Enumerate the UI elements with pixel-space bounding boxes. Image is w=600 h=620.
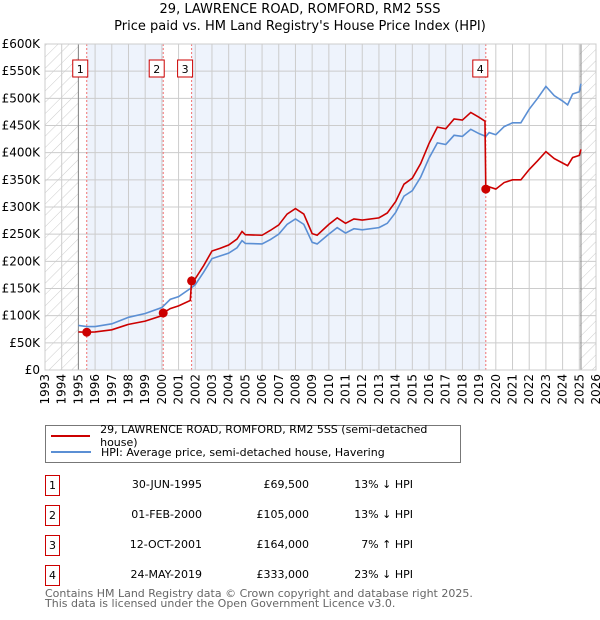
x-tick-label: 1995 [71, 374, 85, 405]
x-tick-label: 2005 [238, 374, 252, 405]
y-tick-label: £550K [2, 64, 42, 78]
sale-label: 1 [77, 63, 84, 76]
x-tick-label: 2002 [188, 374, 202, 405]
x-tick-label: 2010 [322, 374, 336, 405]
x-tick-label: 2026 [589, 374, 600, 405]
legend-label: 29, LAWRENCE ROAD, ROMFORD, RM2 5SS (sem… [100, 423, 428, 449]
sale-label-box [177, 59, 194, 78]
x-tick-label: 2024 [556, 374, 570, 405]
sale-date: 30-JUN-1995 [131, 478, 202, 491]
x-tick-label: 1996 [88, 374, 102, 405]
sale-hpi-diff: 23% ↓ HPI [354, 568, 413, 581]
x-tick-label: 2004 [222, 374, 236, 405]
y-tick-label: £500K [2, 91, 42, 105]
y-tick-label: £200K [2, 254, 42, 268]
x-tick-label: 2020 [489, 374, 503, 405]
price-chart: £0 £50K £100K £150K £200K £250K £300K £350K £400… [2, 37, 600, 405]
y-tick-label: £400K [2, 146, 42, 160]
sale-hpi-diff: 7% ↑ HPI [361, 538, 413, 551]
sale-point [82, 327, 92, 337]
x-tick-label: 2000 [155, 374, 169, 405]
x-tick-label: 2006 [255, 374, 269, 405]
sale-point [481, 184, 491, 194]
y-tick-label: £350K [2, 173, 42, 187]
sale-price: £164,000 [256, 538, 310, 551]
x-tick-label: 1998 [121, 374, 135, 405]
sale-row: 2 01-FEB-2000 £105,000 13% ↓ HPI [45, 505, 445, 526]
sale-point [187, 276, 197, 286]
plot-border [44, 43, 597, 371]
x-tick-label: 2003 [205, 374, 219, 405]
x-tick-label: 2011 [339, 374, 353, 405]
legend-item-hpi: HPI: Average price, semi-detached house,… [46, 444, 385, 460]
x-tick-label: 2007 [272, 374, 286, 405]
x-tick-label: 2017 [439, 374, 453, 405]
property-line [78, 111, 582, 334]
sale-point [158, 308, 168, 318]
x-tick-label: 1999 [138, 374, 152, 405]
x-tick-label: 2018 [455, 374, 469, 405]
x-tick-label: 2015 [405, 374, 419, 405]
x-tick-label: 2001 [172, 374, 186, 405]
y-tick-label: £300K [2, 200, 42, 214]
sale-date: 12-OCT-2001 [129, 538, 202, 551]
chart-title: 29, LAWRENCE ROAD, ROMFORD, RM2 5SS [159, 2, 441, 17]
y-tick-label: £150K [2, 282, 42, 296]
legend-label: HPI: Average price, semi-detached house,… [101, 445, 385, 459]
x-tick-label: 2016 [422, 374, 436, 405]
sale-label: 4 [477, 63, 484, 76]
sale-date: 24-MAY-2019 [130, 568, 202, 581]
sale-label-box [72, 59, 89, 78]
x-tick-label: 2022 [522, 374, 536, 405]
y-tick-label: £600K [2, 37, 42, 51]
x-tick-label: 1994 [55, 374, 69, 405]
hpi-line [78, 83, 582, 328]
sale-price: £333,000 [256, 568, 310, 581]
footer: Contains HM Land Registry data © Crown c… [45, 587, 473, 610]
x-tick-label: 1997 [105, 374, 119, 405]
x-tick-label: 2013 [372, 374, 386, 405]
sale-label: 3 [182, 63, 189, 76]
footer-line: This data is licensed under the Open Gov… [45, 597, 396, 610]
sale-date: 01-FEB-2000 [131, 508, 202, 521]
sale-number: 1 [45, 475, 60, 496]
sale-hpi-diff: 13% ↓ HPI [354, 508, 413, 521]
sale-number: 4 [45, 565, 60, 586]
x-tick-label: 1993 [38, 374, 52, 405]
sale-row: 1 30-JUN-1995 £69,500 13% ↓ HPI [45, 475, 445, 496]
sale-row: 3 12-OCT-2001 £164,000 7% ↑ HPI [45, 535, 445, 556]
footer-line: Contains HM Land Registry data © Crown c… [45, 587, 473, 600]
sale-label: 2 [153, 63, 160, 76]
x-tick-label: 2014 [389, 374, 403, 405]
x-tick-label: 2023 [539, 374, 553, 405]
y-tick-label: £250K [2, 227, 42, 241]
sale-label-box [472, 59, 489, 78]
x-tick-label: 2012 [355, 374, 369, 405]
legend-item-property: 29, LAWRENCE ROAD, ROMFORD, RM2 5SS (sem… [46, 423, 460, 449]
y-tick-label: £450K [2, 119, 42, 133]
x-tick-label: 2019 [472, 374, 486, 405]
y-tick-label: £100K [2, 309, 42, 323]
chart-subtitle: Price paid vs. HM Land Registry's House … [114, 19, 486, 34]
y-tick-label: £0 [25, 363, 40, 377]
sale-price: £69,500 [263, 478, 310, 491]
x-tick-label: 2009 [305, 374, 319, 405]
y-tick-label: £50K [9, 336, 41, 350]
x-tick-label: 2021 [506, 374, 520, 405]
sale-price: £105,000 [256, 508, 310, 521]
sale-hpi-diff: 13% ↓ HPI [354, 478, 413, 491]
sale-row: 4 24-MAY-2019 £333,000 23% ↓ HPI [45, 565, 445, 586]
x-tick-label: 2025 [572, 374, 586, 405]
x-tick-label: 2008 [288, 374, 302, 405]
sale-number: 3 [45, 535, 60, 556]
sale-label-box [148, 59, 165, 78]
sale-number: 2 [45, 505, 60, 526]
legend: 29, LAWRENCE ROAD, ROMFORD, RM2 5SS (sem… [45, 423, 461, 463]
